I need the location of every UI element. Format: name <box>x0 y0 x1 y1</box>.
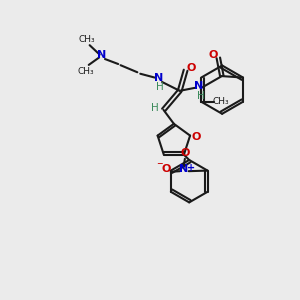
Text: CH₃: CH₃ <box>213 97 229 106</box>
Text: CH₃: CH₃ <box>79 35 96 44</box>
Text: H: H <box>197 91 205 101</box>
Text: O: O <box>187 63 196 73</box>
Text: O: O <box>162 164 171 174</box>
Text: +: + <box>187 163 195 172</box>
Text: O: O <box>208 50 218 60</box>
Text: H: H <box>156 82 164 92</box>
Text: N: N <box>154 73 163 83</box>
Text: CH₃: CH₃ <box>77 67 94 76</box>
Text: H: H <box>152 103 159 113</box>
Text: N: N <box>194 81 203 92</box>
Text: O: O <box>180 148 190 158</box>
Text: N: N <box>179 164 188 174</box>
Text: O: O <box>191 132 201 142</box>
Text: ⁻: ⁻ <box>157 160 163 173</box>
Text: N: N <box>98 50 106 60</box>
